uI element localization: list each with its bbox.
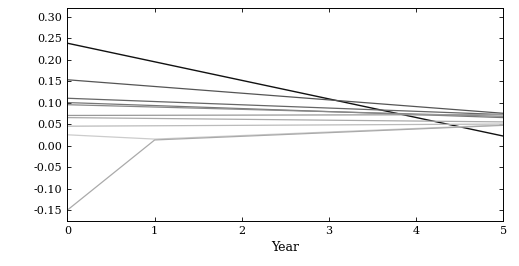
X-axis label: Year: Year [271,241,299,254]
